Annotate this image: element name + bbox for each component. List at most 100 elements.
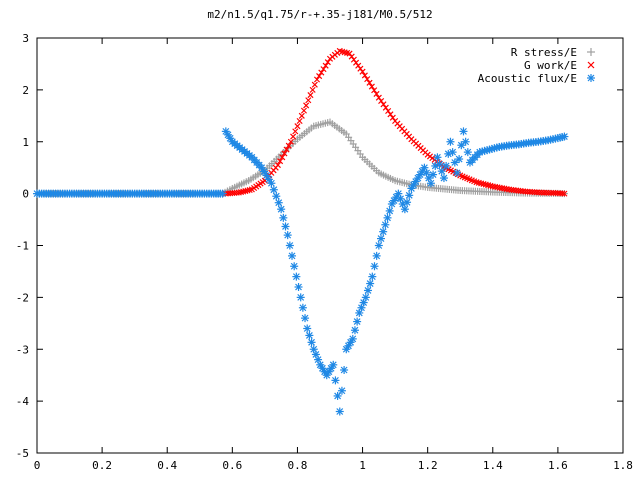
data-point bbox=[331, 376, 340, 385]
data-point bbox=[272, 192, 281, 201]
data-point bbox=[311, 350, 320, 359]
data-point bbox=[378, 97, 385, 105]
legend-label: R stress/E bbox=[511, 46, 577, 59]
x-tick-label: 0.4 bbox=[157, 459, 177, 472]
data-point bbox=[547, 189, 554, 196]
legend-marker bbox=[587, 61, 595, 69]
x-tick-label: 0.2 bbox=[92, 459, 112, 472]
data-point bbox=[305, 331, 314, 340]
x-tick-label: 1.6 bbox=[548, 459, 568, 472]
data-point bbox=[540, 189, 547, 196]
data-point bbox=[359, 68, 366, 75]
data-point bbox=[318, 69, 325, 76]
data-point bbox=[531, 189, 538, 196]
data-point bbox=[366, 79, 373, 86]
data-point bbox=[448, 148, 457, 157]
legend-marker bbox=[587, 48, 595, 56]
data-point bbox=[290, 133, 297, 140]
data-point bbox=[381, 220, 390, 229]
y-tick-label: -5 bbox=[16, 447, 29, 460]
x-tick-label: 0.6 bbox=[222, 459, 242, 472]
data-point bbox=[320, 66, 327, 73]
data-point bbox=[377, 234, 386, 243]
series-acoustic-flux-e bbox=[33, 127, 569, 416]
data-point bbox=[543, 189, 550, 196]
y-tick-label: -2 bbox=[16, 291, 29, 304]
data-point bbox=[281, 150, 288, 157]
data-point bbox=[353, 317, 362, 326]
data-point bbox=[307, 338, 316, 347]
data-point bbox=[368, 83, 375, 90]
data-point bbox=[281, 222, 290, 231]
x-tick-label: 1 bbox=[359, 459, 366, 472]
data-point bbox=[385, 206, 394, 215]
axes: 0 0.2 0.4 0.6 0.8 1 1.2 1.4 1.6 1.8 3 2 1 0 -1 -2 -3 -4 -5 bbox=[16, 32, 633, 472]
data-point bbox=[300, 107, 308, 114]
data-point bbox=[379, 227, 388, 236]
data-point bbox=[309, 86, 316, 93]
legend-label: Acoustic flux/E bbox=[478, 72, 577, 85]
data-point bbox=[372, 251, 381, 260]
data-point bbox=[324, 59, 331, 66]
data-point bbox=[274, 162, 281, 169]
data-point bbox=[439, 174, 448, 183]
x-tick-label: 1.4 bbox=[483, 459, 503, 472]
data-point bbox=[522, 188, 529, 195]
chart-title: m2/n1.5/q1.75/r-+.35-j181/M0.5/512 bbox=[207, 8, 432, 21]
data-point bbox=[277, 205, 286, 214]
data-point bbox=[279, 154, 286, 161]
data-point bbox=[461, 137, 470, 146]
data-point bbox=[400, 205, 409, 214]
data-point bbox=[350, 56, 357, 63]
data-point bbox=[403, 198, 412, 207]
data-point bbox=[285, 241, 294, 250]
data-point bbox=[296, 117, 303, 125]
data-point bbox=[313, 76, 321, 83]
data-point bbox=[368, 272, 377, 281]
legend-marker bbox=[587, 74, 595, 82]
data-point bbox=[283, 231, 292, 240]
chart-marks bbox=[33, 47, 569, 416]
data-point bbox=[550, 189, 557, 197]
data-point bbox=[533, 189, 541, 196]
data-point bbox=[457, 141, 466, 150]
data-point bbox=[346, 50, 353, 57]
data-point bbox=[277, 158, 284, 165]
data-point bbox=[383, 213, 392, 222]
data-point bbox=[218, 189, 227, 198]
data-point bbox=[560, 132, 569, 141]
data-point bbox=[283, 146, 290, 153]
data-point bbox=[333, 391, 342, 400]
y-tick-label: 2 bbox=[22, 84, 29, 97]
y-tick-label: -1 bbox=[16, 240, 29, 253]
data-point bbox=[352, 59, 360, 66]
data-point bbox=[524, 188, 531, 195]
data-point bbox=[290, 262, 299, 271]
data-point bbox=[561, 190, 568, 197]
data-point bbox=[294, 283, 303, 291]
data-point bbox=[361, 72, 368, 79]
legend-label: G work/E bbox=[524, 59, 577, 72]
data-point bbox=[296, 293, 305, 302]
x-tick-label: 0.8 bbox=[288, 459, 308, 472]
y-tick-label: -4 bbox=[16, 395, 30, 408]
data-point bbox=[348, 334, 357, 343]
data-point bbox=[303, 102, 310, 109]
data-point bbox=[357, 65, 364, 72]
data-point bbox=[538, 189, 545, 196]
series-g-work-e bbox=[222, 47, 568, 197]
data-point bbox=[340, 366, 349, 374]
data-point bbox=[298, 303, 307, 312]
data-point bbox=[452, 168, 461, 177]
data-point bbox=[279, 213, 288, 222]
data-point bbox=[337, 386, 346, 395]
data-point bbox=[301, 314, 310, 323]
data-point bbox=[348, 53, 355, 60]
data-point bbox=[370, 262, 379, 271]
data-point bbox=[382, 104, 389, 111]
data-point bbox=[526, 188, 534, 195]
data-point bbox=[335, 407, 344, 416]
data-point bbox=[455, 155, 464, 164]
